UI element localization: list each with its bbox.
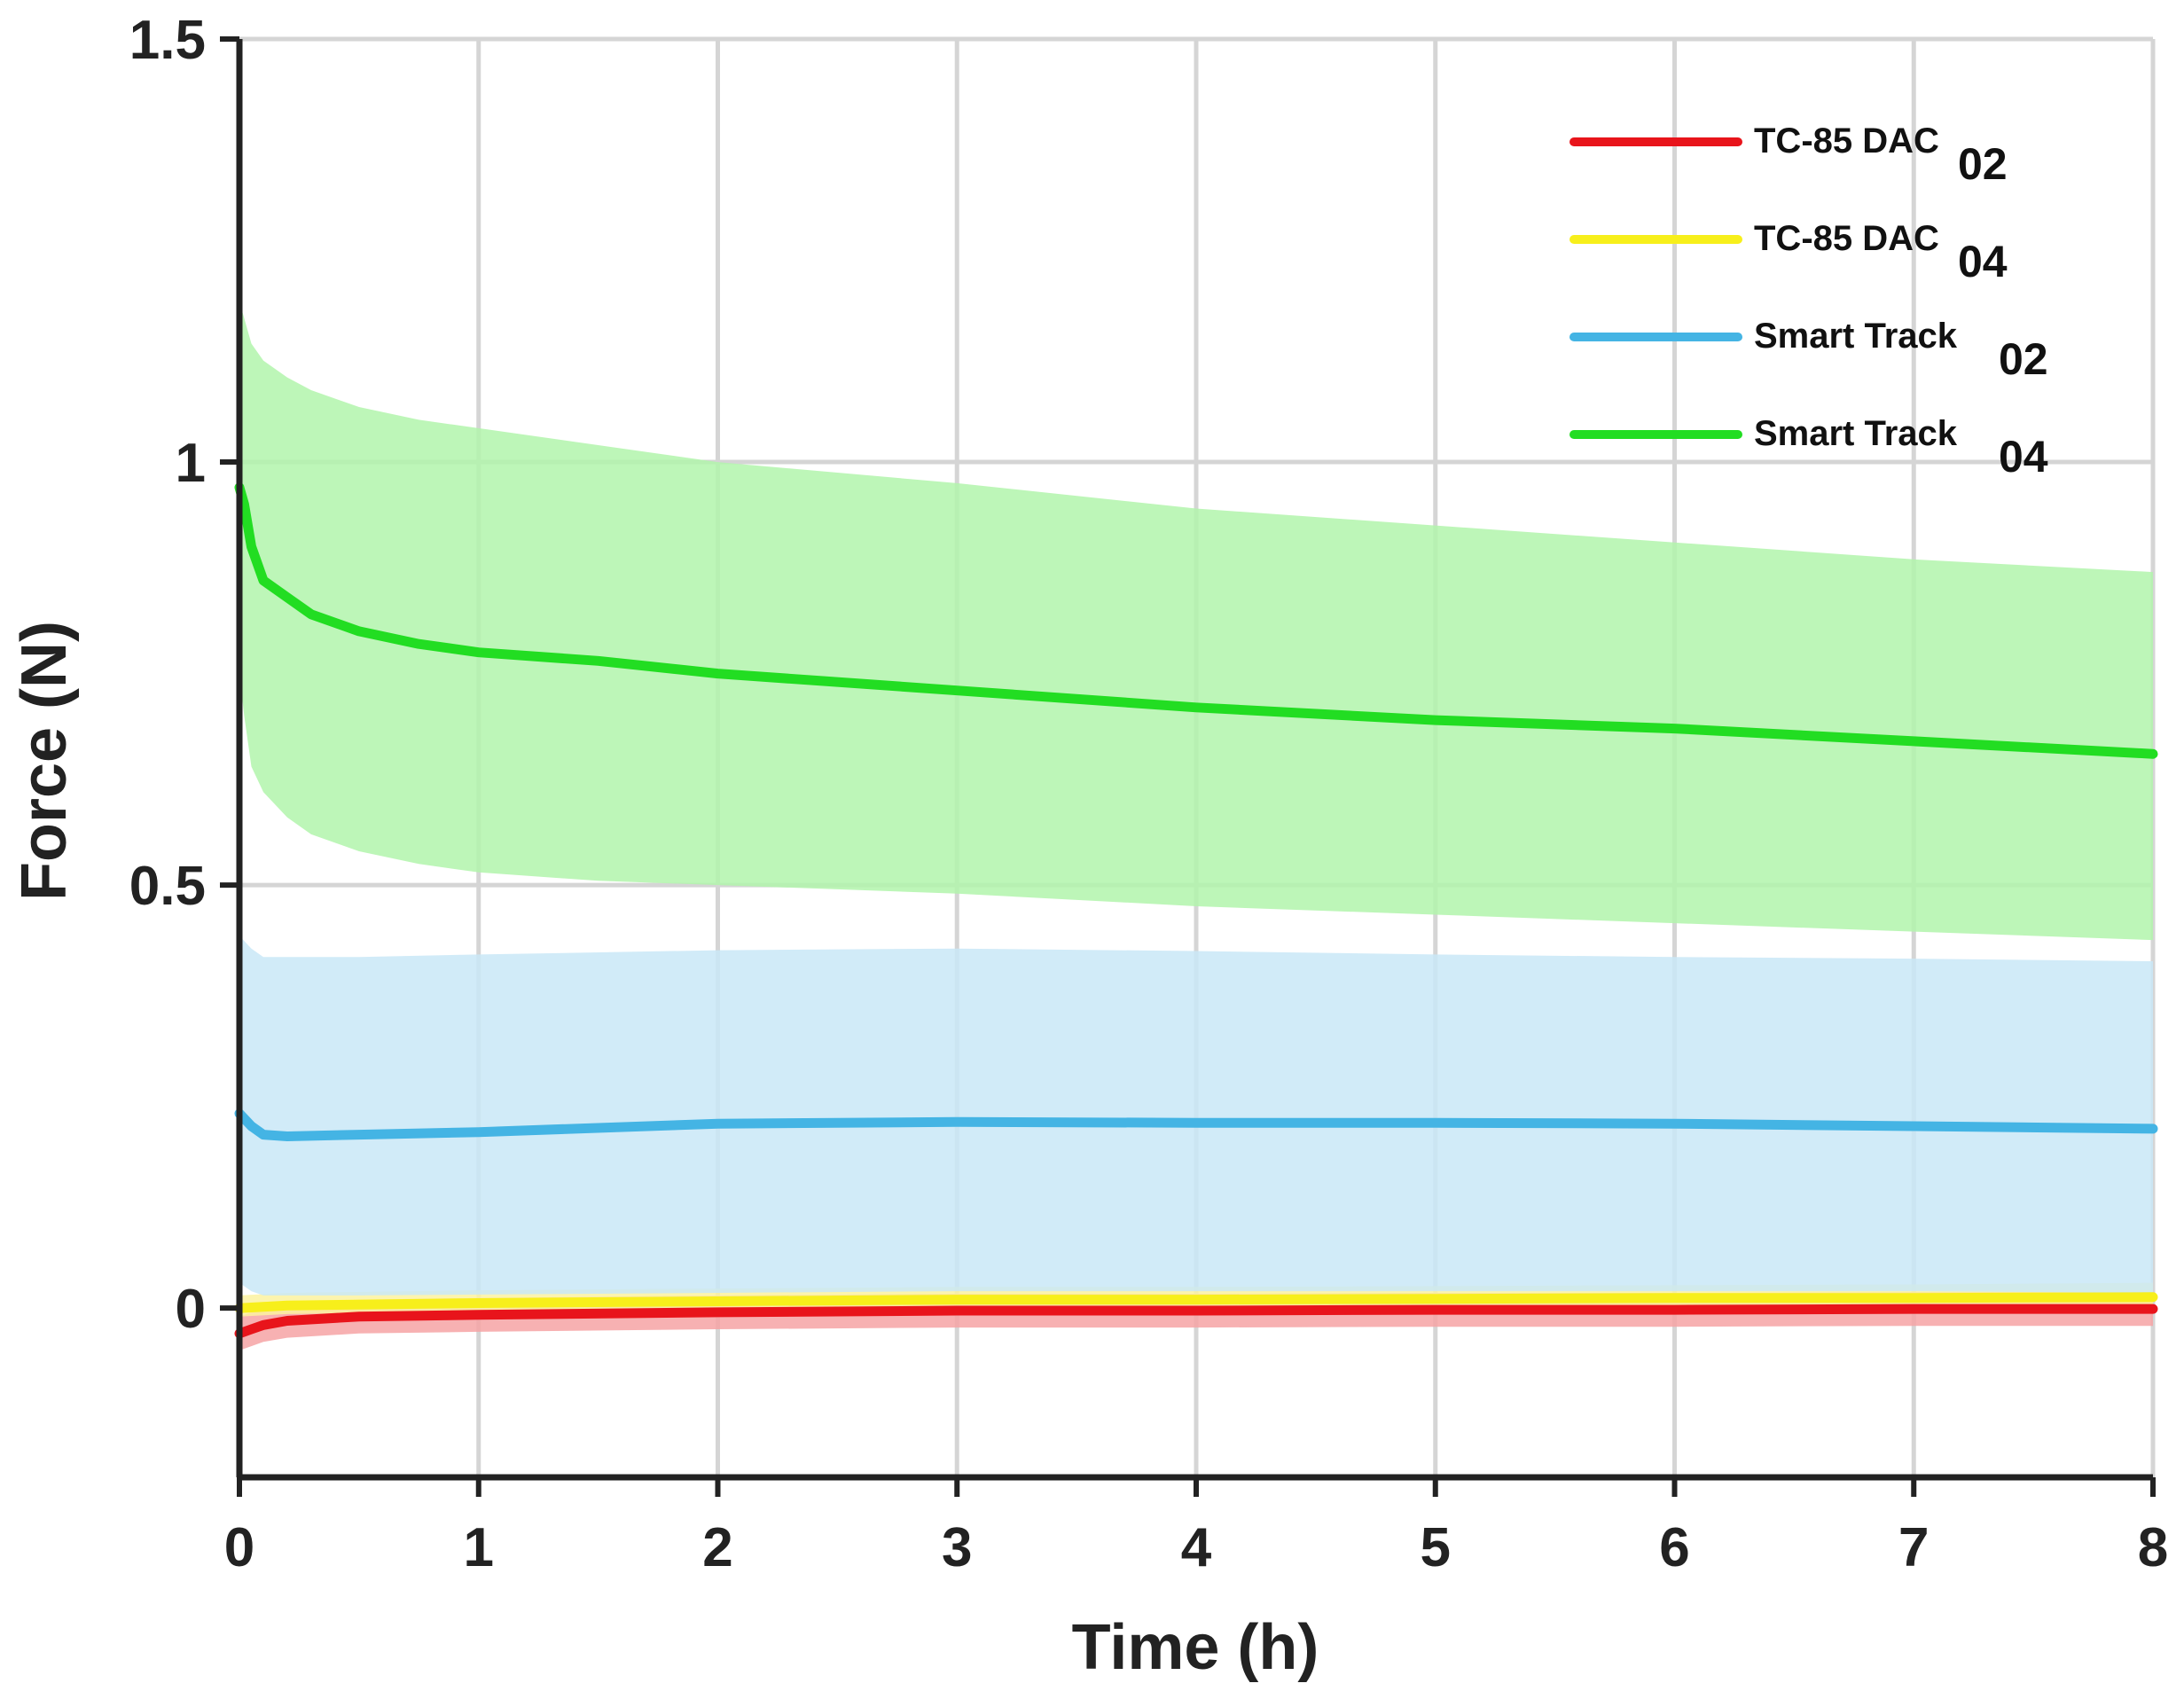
tick-labels: 0 1 2 3 4 5 6 7 8 0 0.5 1 1.5 — [129, 10, 2168, 1578]
x-tick-label: 3 — [942, 1517, 972, 1578]
y-tick-label: 0.5 — [129, 856, 206, 917]
line-series-4 — [234, 482, 2158, 759]
line-series-1 — [234, 1304, 2158, 1339]
band-series-3 — [239, 936, 2153, 1296]
x-tick-label: 0 — [224, 1517, 254, 1578]
x-tick-label: 6 — [1659, 1517, 1689, 1578]
x-tick-label: 4 — [1181, 1517, 1212, 1578]
legend-label-1: TC-85 DAC — [1754, 121, 1939, 161]
x-tick-label: 7 — [1898, 1517, 1929, 1578]
line-series-2 — [234, 1292, 2158, 1313]
series-lines — [234, 482, 2158, 1339]
x-axis-label: Time (h) — [1072, 1612, 1319, 1683]
line-series-3 — [234, 1108, 2158, 1141]
axes — [220, 36, 2156, 1497]
legend-subscript-2: 04 — [1958, 237, 2008, 286]
legend-subscript-1: 02 — [1958, 139, 2008, 189]
y-tick-label: 1.5 — [129, 10, 206, 71]
x-tick-label: 5 — [1421, 1517, 1451, 1578]
legend-label-4: Smart Track — [1754, 414, 1958, 453]
legend-subscript-4: 04 — [1999, 432, 2048, 482]
legend-subscript-3: 02 — [1999, 334, 2048, 384]
x-tick-label: 8 — [2138, 1517, 2168, 1578]
legend-label-2: TC-85 DAC — [1754, 219, 1939, 258]
legend-label-3: Smart Track — [1754, 317, 1958, 356]
x-tick-label: 1 — [464, 1517, 494, 1578]
y-tick-label: 0 — [176, 1279, 206, 1340]
y-axis-label: Force (N) — [9, 621, 80, 901]
band-series-4 — [239, 301, 2153, 941]
x-tick-label: 2 — [702, 1517, 732, 1578]
y-tick-label: 1 — [176, 433, 206, 494]
